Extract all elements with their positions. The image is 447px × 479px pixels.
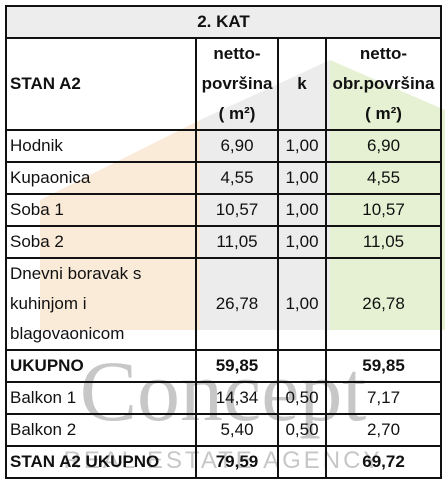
table-cell: 10,57 [195, 193, 279, 227]
table-cell: 26,78 [324, 257, 443, 351]
table-cell: Dnevni boravak s kuhinjom i blagovaonicom [5, 257, 197, 351]
table-cell: 11,05 [195, 225, 279, 259]
table-cell: 1,00 [277, 257, 327, 351]
table-cell: 10,57 [324, 193, 443, 227]
cell-line: Hodnik [10, 136, 63, 155]
table-cell: 14,34 [195, 381, 279, 415]
cell-line: netto- [213, 44, 261, 63]
table-row: Hodnik 6,90 1,00 6,90 [5, 129, 443, 163]
table-cell: 1,00 [277, 225, 327, 259]
cell-line: k [297, 74, 307, 93]
cell-line: površina [201, 74, 273, 93]
table-cell: 6,90 [195, 129, 279, 163]
table-cell: 4,55 [195, 161, 279, 195]
table-cell [277, 349, 327, 383]
table-cell: Soba 2 [5, 225, 197, 259]
cell-line: Kupaonica [10, 168, 91, 187]
table-row: Balkon 1 14,34 0,50 7,17 [5, 381, 443, 415]
table-cell: 1,00 [277, 161, 327, 195]
table-cell: 26,78 [195, 257, 279, 351]
cell-line: ( m²) [218, 104, 256, 123]
header-cell: netto-površina ( m²) [195, 37, 279, 131]
table-cell: 1,00 [277, 129, 327, 163]
table-row: Kupaonica 4,55 1,00 4,55 [5, 161, 443, 195]
title: 2. KAT [4, 5, 443, 39]
table-cell: 79,59 [195, 445, 279, 479]
cell-line: Balkon 2 [10, 420, 77, 439]
table-cell: Balkon 2 [5, 413, 197, 447]
title-row: 2. KAT [4, 5, 443, 39]
header-cell: k [277, 37, 327, 131]
cell-line: obr.površina [332, 74, 435, 93]
cell-line: Balkon 1 [10, 388, 77, 407]
table-cell: 7,17 [324, 381, 443, 415]
table-row: UKUPNO 59,85 59,85 [5, 349, 443, 383]
table-cell: 59,85 [195, 349, 279, 383]
table-cell: 1,00 [277, 193, 327, 227]
table-row: STAN A2 UKUPNO 79,59 69,72 [5, 445, 443, 479]
header-row: STAN A2 netto-površina ( m²) k netto-obr.pov… [5, 37, 443, 131]
cell-line: Soba 1 [10, 200, 64, 219]
table-cell: Kupaonica [5, 161, 197, 195]
table-row: Dnevni boravak s kuhinjom i blagovaonicom 2… [5, 257, 443, 351]
table-cell: 6,90 [324, 129, 443, 163]
table-cell: 11,05 [324, 225, 443, 259]
cell-line: STAN A2 [10, 74, 81, 93]
table-cell [277, 445, 327, 479]
table-cell: Hodnik [5, 129, 197, 163]
cell-line: UKUPNO [10, 356, 84, 375]
table-cell: Soba 1 [5, 193, 197, 227]
table-cell: Balkon 1 [5, 381, 197, 415]
cell-line: ( m²) [365, 104, 402, 123]
header-cell: netto-obr.površina ( m²) [324, 37, 443, 131]
table-row: Soba 1 10,57 1,00 10,57 [5, 193, 443, 227]
table-row: Soba 2 11,05 1,00 11,05 [5, 225, 443, 259]
cell-line: netto- [359, 44, 408, 63]
table-row: Balkon 2 5,40 0,50 2,70 [5, 413, 443, 447]
table-cell: STAN A2 UKUPNO [5, 445, 197, 479]
cell-line: Soba 2 [10, 232, 64, 251]
table-cell: UKUPNO [5, 349, 197, 383]
cell-line: blagovaonicom [10, 324, 125, 343]
table-cell: 59,85 [324, 349, 443, 383]
cell-line: Dnevni boravak s [10, 264, 142, 283]
table-cell: 0,50 [277, 381, 327, 415]
table-cell: 5,40 [195, 413, 279, 447]
table-cell: 2,70 [324, 413, 443, 447]
table-body: 2. KAT STAN A2 netto-površina ( m²) k netto-… [4, 5, 443, 479]
table-cell: 69,72 [324, 445, 443, 479]
header-cell: STAN A2 [5, 37, 197, 131]
cell-line: STAN A2 UKUPNO [10, 452, 160, 471]
table-cell: 0,50 [277, 413, 327, 447]
cell-line: kuhinjom i [10, 294, 87, 313]
table-cell: 4,55 [324, 161, 443, 195]
area-table: 2. KAT STAN A2 netto-površina ( m²) k netto-… [4, 5, 443, 479]
